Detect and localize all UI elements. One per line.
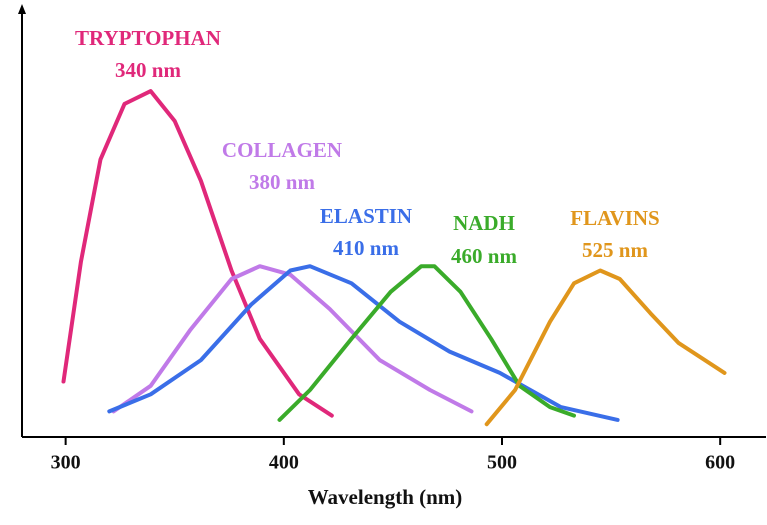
- x-tick-label: 400: [269, 452, 299, 474]
- series-label: FLAVINS: [570, 206, 659, 230]
- series-label: COLLAGEN: [222, 138, 342, 162]
- spectrum-line: [61, 89, 334, 418]
- spectrum-line: [277, 264, 576, 422]
- x-tick-label: 500: [487, 452, 517, 474]
- series-label: NADH: [453, 211, 515, 235]
- series-label: TRYPTOPHAN: [75, 26, 221, 50]
- series-label: ELASTIN: [320, 204, 412, 228]
- spectrum-line: [484, 268, 727, 427]
- peak-label: 340 nm: [115, 58, 181, 82]
- peak-label: 410 nm: [333, 236, 399, 260]
- x-axis-label: Wavelength (nm): [308, 485, 463, 509]
- peak-label: 460 nm: [451, 244, 517, 268]
- x-tick-label: 600: [705, 452, 735, 474]
- x-tick-label: 300: [51, 452, 81, 474]
- spectrum-line: [107, 264, 620, 422]
- spectrum-line: [111, 264, 474, 414]
- peak-label: 525 nm: [582, 238, 648, 262]
- peak-label: 380 nm: [249, 170, 315, 194]
- y-axis-arrow: [18, 4, 26, 14]
